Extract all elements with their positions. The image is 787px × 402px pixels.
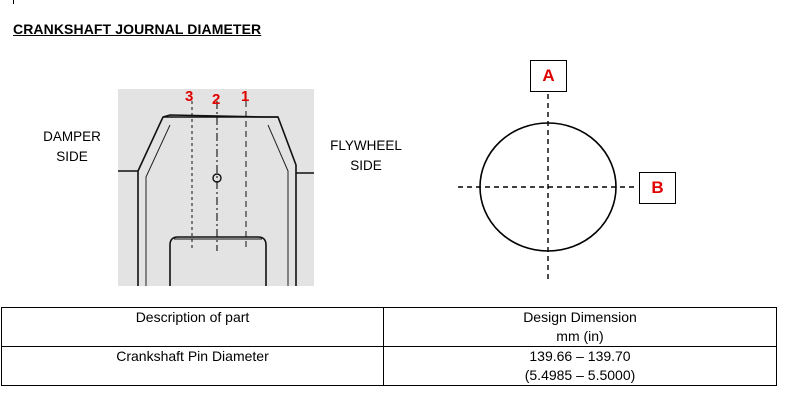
damper-side-label-line2: SIDE <box>56 149 88 164</box>
row-dimension-in: (5.4985 – 5.5000) <box>524 367 636 383</box>
row-description: Crankshaft Pin Diameter <box>1 346 384 386</box>
row-dimension-mm: 139.66 – 139.70 <box>529 348 631 364</box>
crankpin-profile-svg <box>118 89 314 286</box>
diagram-background <box>118 89 314 286</box>
flywheel-side-label: FLYWHEEL SIDE <box>316 136 416 176</box>
header-description-text: Description of part <box>135 309 250 325</box>
row-dimension: 139.66 – 139.70 (5.4985 – 5.5000) <box>383 346 777 386</box>
header-dimension: Design Dimension mm (in) <box>383 307 777 347</box>
spec-table: Description of part Design Dimension mm … <box>1 307 777 386</box>
header-description: Description of part <box>1 307 384 347</box>
crankpin-profile-diagram <box>118 89 314 286</box>
axis-b-label: B <box>639 172 676 204</box>
table-header-row: Description of part Design Dimension mm … <box>1 307 777 347</box>
corner-tick <box>13 0 14 4</box>
damper-side-label: DAMPER SIDE <box>34 127 110 167</box>
table-row: Crankshaft Pin Diameter 139.66 – 139.70 … <box>1 346 777 386</box>
axis-a-label: A <box>530 60 567 92</box>
document-title: CRANKSHAFT JOURNAL DIAMETER <box>13 21 262 37</box>
header-dimension-line2: mm (in) <box>556 328 604 344</box>
damper-side-label-line1: DAMPER <box>43 129 101 144</box>
inner-fillet-left <box>145 124 171 286</box>
header-dimension-line1: Design Dimension <box>523 309 637 325</box>
measurement-axes-diagram <box>456 60 678 282</box>
row-description-text: Crankshaft Pin Diameter <box>116 348 269 364</box>
flywheel-side-label-line2: SIDE <box>350 158 382 173</box>
position-label-2: 2 <box>212 91 221 108</box>
flywheel-side-label-line1: FLYWHEEL <box>330 138 402 153</box>
position-label-3: 3 <box>185 88 194 105</box>
measurement-axes-svg <box>458 94 636 280</box>
position-label-1: 1 <box>241 88 250 105</box>
bore-outline <box>169 236 267 286</box>
inner-fillet-right <box>267 124 289 286</box>
